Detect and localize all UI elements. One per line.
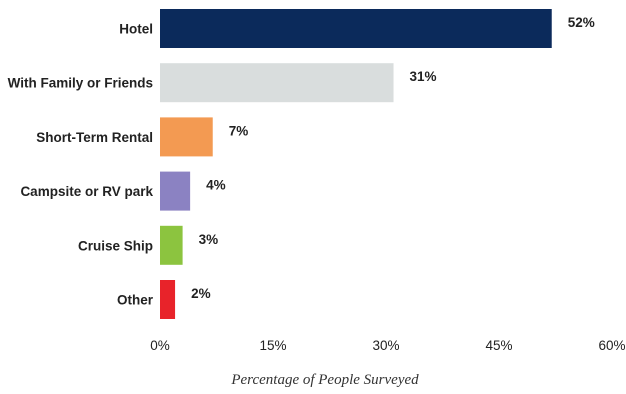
category-label-with-family-or-friends: With Family or Friends	[8, 76, 153, 91]
category-label-campsite-or-rv-park: Campsite or RV park	[20, 184, 153, 199]
x-tick-label-0: 0%	[150, 338, 170, 353]
category-label-cruise-ship: Cruise Ship	[78, 238, 153, 253]
value-label-campsite-or-rv-park: 4%	[206, 178, 226, 193]
x-tick-label-45: 45%	[485, 338, 512, 353]
x-tick-label-60: 60%	[598, 338, 625, 353]
category-label-short-term-rental: Short-Term Rental	[36, 130, 153, 145]
category-label-other: Other	[117, 293, 154, 308]
value-label-short-term-rental: 7%	[229, 123, 249, 138]
bars-layer: Hotel 52% With Family or Friends 31% Short-T…	[8, 9, 595, 319]
value-label-with-family-or-friends: 31%	[410, 69, 437, 84]
bar-cruise-ship	[160, 225, 183, 265]
bar-hotel	[160, 9, 552, 48]
bar-other	[160, 280, 176, 319]
x-axis-ticks: 0% 15% 30% 45% 60%	[150, 338, 625, 353]
x-tick-label-30: 30%	[372, 338, 399, 353]
bar-campsite-or-rv-park	[160, 171, 191, 211]
x-tick-label-15: 15%	[259, 338, 286, 353]
value-label-cruise-ship: 3%	[199, 232, 219, 247]
x-axis-title: Percentage of People Surveyed	[230, 372, 419, 388]
bar-with-family-or-friends	[160, 63, 394, 103]
value-label-other: 2%	[191, 286, 211, 301]
category-label-hotel: Hotel	[119, 22, 153, 37]
value-label-hotel: 52%	[568, 15, 595, 30]
bar-short-term-rental	[160, 117, 213, 157]
